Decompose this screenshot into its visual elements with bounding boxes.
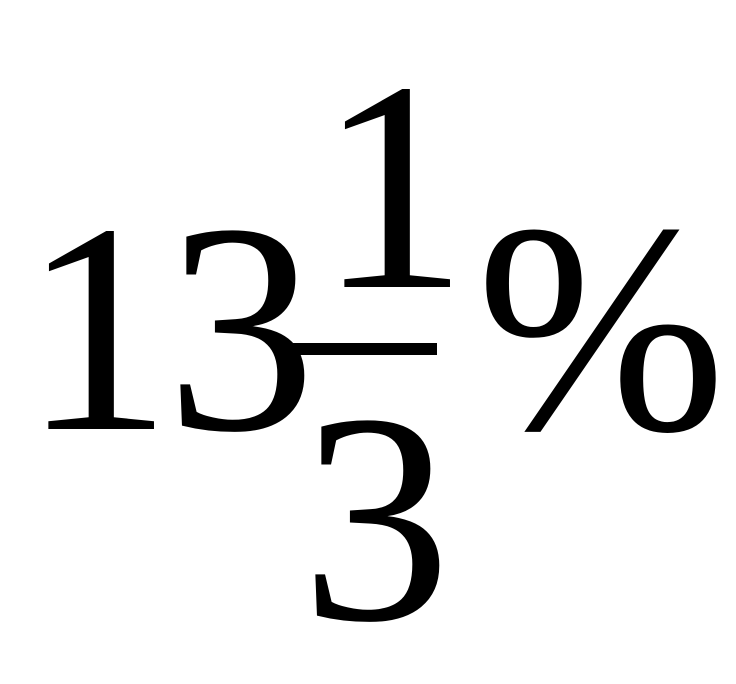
fraction-numerator: 1	[318, 20, 468, 352]
fraction-denominator: 3	[301, 352, 451, 684]
whole-number: 13	[22, 162, 316, 494]
percent-sign: %	[476, 162, 726, 494]
fraction-bar	[292, 343, 437, 355]
